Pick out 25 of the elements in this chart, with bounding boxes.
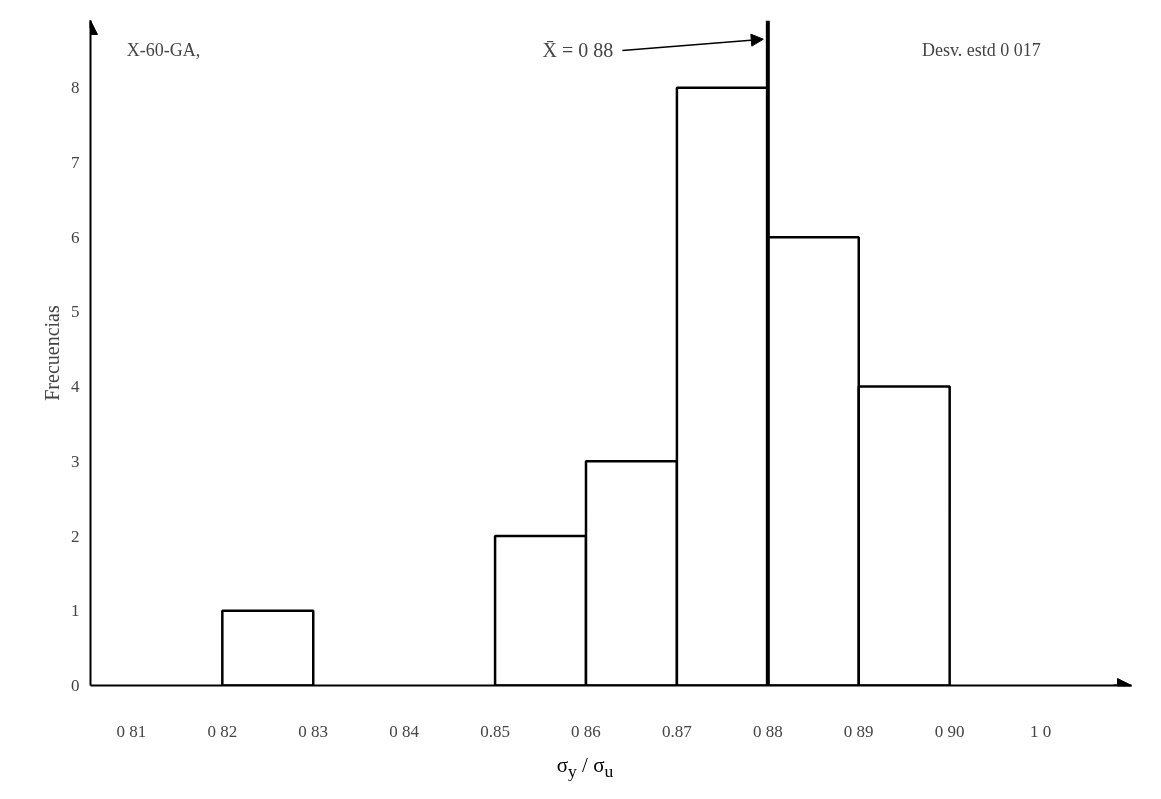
- x-tick-label: 0 89: [843, 721, 874, 741]
- x-tick-label: 0 81: [116, 721, 147, 741]
- annotation: X-60-GA,: [126, 40, 201, 61]
- ref-line-label: X̄ = 0 88: [542, 39, 614, 62]
- x-axis-title: σ$_{y}$ / σ$_{u}$: [556, 752, 614, 784]
- x-tick-label: 0 83: [298, 721, 329, 741]
- x-tick-label: 0 84: [389, 721, 420, 741]
- y-tick-label: 0: [71, 676, 80, 695]
- annotation: Desv. estd 0 017: [921, 40, 1041, 61]
- y-tick-label: 7: [71, 152, 80, 172]
- x-tick-label: 0 82: [207, 721, 238, 741]
- y-tick-label: 3: [71, 451, 80, 471]
- y-axis-title: Frecuencias: [41, 305, 63, 401]
- y-tick-label: 4: [71, 377, 80, 397]
- x-tick-label: 1 0: [1029, 721, 1052, 741]
- x-tick-label: 0.87: [662, 721, 693, 741]
- y-tick-label: 6: [71, 227, 80, 247]
- x-tick-label: 0 90: [934, 721, 965, 741]
- x-tick-label: 0 88: [752, 721, 783, 741]
- y-tick-label: 8: [71, 78, 80, 98]
- x-tick-label: 0 86: [571, 721, 601, 741]
- y-tick-label: 1: [71, 601, 80, 621]
- x-tick-label: 0.85: [480, 721, 510, 741]
- y-tick-label: 2: [71, 526, 80, 546]
- y-tick-label: 5: [71, 302, 80, 322]
